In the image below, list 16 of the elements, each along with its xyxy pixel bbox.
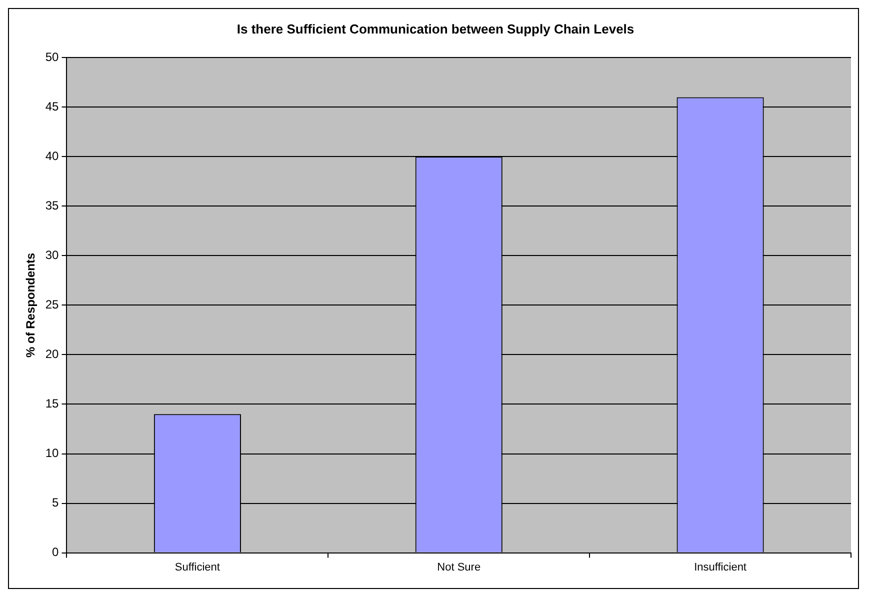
y-tick-label: 30 [45, 248, 60, 262]
y-tick-label: 15 [45, 396, 60, 411]
y-tick-label: 25 [45, 298, 60, 312]
y-tick-label: 40 [45, 148, 60, 163]
y-tick-label: 5 [52, 496, 60, 510]
y-tick-label: 45 [45, 99, 60, 114]
y-tick-label: 35 [45, 198, 60, 212]
x-tick-label: Not Sure [437, 561, 481, 574]
y-tick-label: 0 [52, 545, 60, 560]
chart-title: Is there Sufficient Communication between Supply Chain Levels [236, 21, 634, 36]
x-tick-label: Sufficient [174, 561, 220, 574]
x-tick-label: Insufficient [694, 561, 746, 574]
y-axis-title: % of Respondents [24, 252, 38, 358]
y-tick-label: 10 [45, 446, 60, 460]
y-tick-label: 20 [45, 347, 60, 362]
y-tick-label: 50 [45, 50, 60, 64]
